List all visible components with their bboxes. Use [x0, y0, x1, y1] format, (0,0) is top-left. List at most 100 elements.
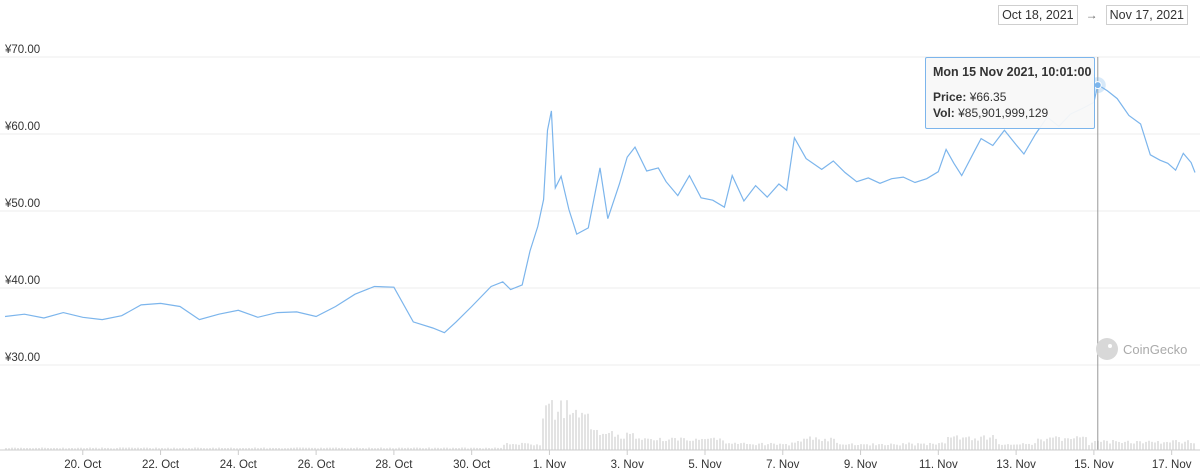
volume-bar [692, 440, 694, 450]
volume-bar [575, 409, 577, 450]
y-tick-label: ¥50.00 [4, 198, 40, 210]
volume-bar [1157, 441, 1159, 450]
volume-bar [491, 448, 493, 450]
volume-bar [911, 443, 913, 450]
volume-bar [521, 442, 523, 450]
volume-bar [446, 447, 448, 450]
volume-bar [986, 439, 988, 450]
volume-bar [212, 447, 214, 450]
volume-bar [80, 447, 82, 450]
volume-bar [218, 447, 220, 450]
volume-bar [533, 445, 535, 450]
volume-bar [1076, 436, 1078, 450]
volume-bar [368, 447, 370, 450]
volume-bar [971, 440, 973, 450]
volume-bar [128, 447, 130, 450]
volume-bar [287, 448, 289, 450]
volume-bar [665, 440, 667, 450]
volume-bar [737, 443, 739, 450]
volume-bar [116, 448, 118, 450]
volume-bar [440, 448, 442, 450]
volume-bar [1004, 444, 1006, 450]
volume-bar [869, 445, 871, 450]
volume-bar [878, 444, 880, 450]
volume-bar [92, 447, 94, 450]
volume-bar [1007, 444, 1009, 450]
volume-bar [797, 441, 799, 450]
volume-bar [335, 447, 337, 450]
volume-bar [866, 444, 868, 450]
y-tick-label: ¥30.00 [4, 352, 40, 364]
volume-bar [881, 443, 883, 450]
volume-bar [596, 429, 598, 450]
volume-bar [1184, 441, 1186, 450]
volume-bar [839, 444, 841, 450]
volume-bar [197, 447, 199, 450]
volume-bar [413, 447, 415, 450]
volume-bar [719, 438, 721, 450]
volume-bar [548, 403, 550, 450]
volume-bar [1115, 441, 1117, 450]
volume-bar [461, 447, 463, 450]
volume-bar [677, 440, 679, 450]
volume-bar [95, 447, 97, 450]
volume-bar [935, 444, 937, 450]
volume-bar [785, 444, 787, 450]
volume-bar [278, 448, 280, 450]
volume-bar [581, 412, 583, 450]
volume-bar [1052, 437, 1054, 450]
volume-bar [1175, 440, 1177, 450]
volume-bar [389, 447, 391, 450]
volume-bar [437, 447, 439, 450]
volume-bar [230, 447, 232, 450]
volume-bar [353, 448, 355, 450]
range-start-date[interactable]: Oct 18, 2021 [998, 5, 1078, 25]
volume-bar [131, 447, 133, 450]
volume-bar [23, 448, 25, 450]
volume-bar [626, 432, 628, 450]
volume-bar [932, 443, 934, 450]
volume-bar [929, 442, 931, 450]
volume-bar [794, 442, 796, 450]
volume-bar [1055, 436, 1057, 450]
volume-bar [167, 447, 169, 450]
volume-bar [50, 448, 52, 450]
volume-bar [194, 447, 196, 450]
volume-bar [272, 447, 274, 450]
volume-bar [1169, 442, 1171, 450]
volume-bar [1139, 441, 1141, 450]
volume-bar [941, 442, 943, 450]
volume-bar [260, 447, 262, 450]
volume-bar [209, 448, 211, 450]
volume-bar [641, 439, 643, 450]
volume-bar [1118, 441, 1120, 450]
volume-bar [1151, 441, 1153, 450]
volume-bar [818, 439, 820, 450]
x-tick-label: 15. Nov [1074, 459, 1114, 471]
volume-bar [284, 448, 286, 450]
volume-bar [848, 444, 850, 450]
volume-bar [215, 448, 217, 450]
volume-bar [1121, 443, 1123, 450]
volume-bar [908, 442, 910, 450]
volume-bar [401, 447, 403, 450]
volume-bar [989, 437, 991, 450]
volume-bar [776, 444, 778, 450]
volume-bar [1142, 443, 1144, 450]
range-end-date[interactable]: Nov 17, 2021 [1105, 5, 1188, 25]
volume-bar [242, 448, 244, 450]
volume-bar [782, 444, 784, 450]
volume-bar [86, 448, 88, 450]
volume-bar [377, 448, 379, 450]
volume-bar [503, 444, 505, 450]
volume-bar [893, 444, 895, 450]
volume-bar [320, 447, 322, 450]
volume-bar [269, 447, 271, 450]
volume-bar [296, 447, 298, 450]
volume-bar [293, 447, 295, 450]
volume-bar [896, 444, 898, 450]
volume-bar [1016, 444, 1018, 450]
volume-bar [152, 448, 154, 450]
volume-bar [923, 443, 925, 450]
volume-bar [506, 443, 508, 450]
